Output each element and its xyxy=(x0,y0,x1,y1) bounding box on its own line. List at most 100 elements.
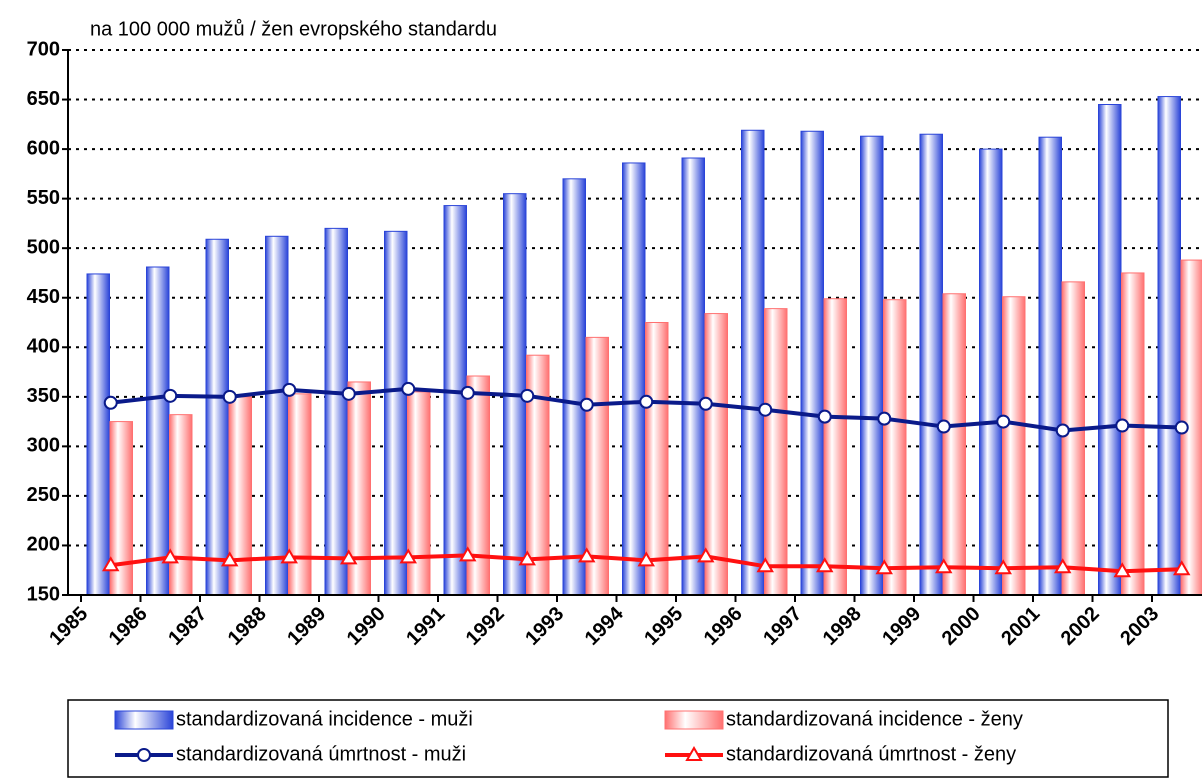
y-tick-label: 300 xyxy=(27,435,60,457)
x-tick-label: 2003 xyxy=(1116,603,1163,650)
x-tick-label: 1993 xyxy=(521,603,568,650)
bar xyxy=(919,133,943,596)
x-tick-label: 1991 xyxy=(402,603,449,650)
x-tick-label: 2000 xyxy=(938,603,985,650)
marker xyxy=(518,550,536,566)
bar xyxy=(443,205,467,596)
x-tick-label: 1998 xyxy=(819,603,866,650)
marker xyxy=(163,388,178,403)
x-tick-label: 1996 xyxy=(700,603,747,650)
y-tick-label: 200 xyxy=(27,534,60,556)
x-tick-label: 1989 xyxy=(283,603,330,650)
marker xyxy=(1113,562,1131,578)
marker xyxy=(639,394,654,409)
bar xyxy=(205,238,229,596)
legend-label: standardizovaná incidence - ženy xyxy=(726,708,1023,730)
x-tick-label: 1986 xyxy=(105,603,152,650)
bar xyxy=(1157,96,1181,596)
bar xyxy=(979,148,1003,596)
x-tick-label: 1995 xyxy=(640,603,687,650)
marker xyxy=(578,547,596,563)
y-tick-label: 500 xyxy=(27,236,60,258)
marker xyxy=(161,548,179,564)
legend-swatch xyxy=(664,710,724,730)
plot xyxy=(86,96,1202,596)
legend-marker xyxy=(685,746,703,761)
marker xyxy=(222,389,237,404)
x-tick-label: 2001 xyxy=(997,603,1044,650)
marker xyxy=(1115,418,1130,433)
bar xyxy=(562,178,586,596)
bar xyxy=(407,391,431,596)
marker xyxy=(817,409,832,424)
bar xyxy=(645,322,669,596)
y-tick-label: 450 xyxy=(27,286,60,308)
bar xyxy=(265,235,289,596)
bar xyxy=(622,162,646,596)
x-tick-label: 1999 xyxy=(878,603,925,650)
marker xyxy=(103,395,118,410)
marker xyxy=(460,385,475,400)
x-tick-label: 1985 xyxy=(45,603,92,650)
x-tick-label: 1994 xyxy=(581,602,629,650)
bar xyxy=(883,299,907,596)
bar xyxy=(1038,136,1062,596)
y-tick-label: 400 xyxy=(27,336,60,358)
bar xyxy=(823,298,847,596)
marker xyxy=(996,414,1011,429)
y-tick-label: 550 xyxy=(27,187,60,209)
marker xyxy=(1174,420,1189,435)
legend-label: standardizovaná úmrtnost - ženy xyxy=(726,743,1016,765)
marker xyxy=(637,551,655,567)
x-tick-label: 2002 xyxy=(1057,603,1104,650)
bar xyxy=(466,375,490,596)
marker xyxy=(994,559,1012,575)
legend-label: standardizovaná úmrtnost - muži xyxy=(176,743,466,765)
marker xyxy=(280,548,298,564)
x-tick-label: 1988 xyxy=(224,603,271,650)
marker xyxy=(401,381,416,396)
y-tick-label: 600 xyxy=(27,137,60,159)
bar xyxy=(800,130,824,596)
bar xyxy=(324,227,348,596)
bar xyxy=(681,157,705,596)
marker xyxy=(756,557,774,573)
x-tick-label: 1990 xyxy=(343,603,390,650)
marker xyxy=(340,549,358,565)
bar xyxy=(741,129,765,596)
bar xyxy=(764,308,788,596)
x-tick-label: 1987 xyxy=(164,603,211,650)
legend-swatch xyxy=(114,710,174,730)
marker xyxy=(877,411,892,426)
marker xyxy=(816,557,834,573)
bar xyxy=(860,135,884,596)
marker xyxy=(935,558,953,574)
legend-marker xyxy=(137,748,151,762)
y-tick-label: 350 xyxy=(27,385,60,407)
marker xyxy=(936,419,951,434)
bar xyxy=(384,230,408,596)
bar xyxy=(1121,272,1145,596)
y-tick-label: 650 xyxy=(27,88,60,110)
marker xyxy=(1054,558,1072,574)
marker xyxy=(579,397,594,412)
y-tick-label: 250 xyxy=(27,484,60,506)
marker xyxy=(1173,560,1191,576)
y-tick-label: 700 xyxy=(27,38,60,60)
bar xyxy=(169,414,193,596)
marker xyxy=(341,386,356,401)
marker xyxy=(697,547,715,563)
chart-subtitle: na 100 000 mužů / žen evropského standar… xyxy=(90,18,497,40)
x-tick-label: 1997 xyxy=(759,603,806,650)
marker xyxy=(875,559,893,575)
marker xyxy=(758,402,773,417)
legend-label: standardizovaná incidence - muži xyxy=(176,708,473,730)
marker xyxy=(1055,423,1070,438)
legend-box xyxy=(67,699,1169,778)
marker xyxy=(520,388,535,403)
bar xyxy=(1098,104,1122,596)
y-tick-label: 150 xyxy=(27,583,60,605)
marker xyxy=(459,546,477,562)
x-tick-label: 1992 xyxy=(462,603,509,650)
